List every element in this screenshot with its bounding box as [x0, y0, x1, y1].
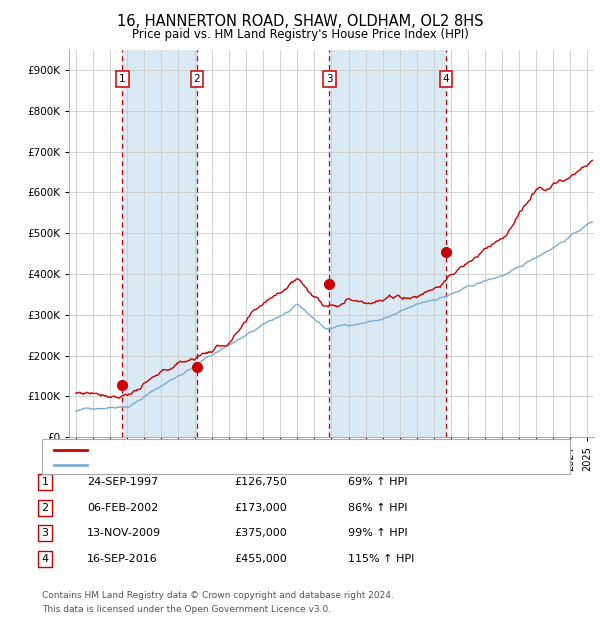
Text: 1: 1 [41, 477, 49, 487]
Text: 3: 3 [326, 74, 332, 84]
Text: 16-SEP-2016: 16-SEP-2016 [87, 554, 158, 564]
Text: 3: 3 [41, 528, 49, 538]
Text: 4: 4 [41, 554, 49, 564]
Text: 99% ↑ HPI: 99% ↑ HPI [348, 528, 407, 538]
Text: 24-SEP-1997: 24-SEP-1997 [87, 477, 158, 487]
Bar [329, 50, 446, 437]
Text: 1: 1 [119, 74, 125, 84]
Text: 115% ↑ HPI: 115% ↑ HPI [348, 554, 415, 564]
Text: 16, HANNERTON ROAD, SHAW, OLDHAM, OL2 8HS: 16, HANNERTON ROAD, SHAW, OLDHAM, OL2 8H… [117, 14, 483, 29]
Text: 69% ↑ HPI: 69% ↑ HPI [348, 477, 407, 487]
Text: This data is licensed under the Open Government Licence v3.0.: This data is licensed under the Open Gov… [42, 604, 331, 614]
Text: £126,750: £126,750 [234, 477, 287, 487]
Text: Contains HM Land Registry data © Crown copyright and database right 2024.: Contains HM Land Registry data © Crown c… [42, 590, 394, 600]
Text: Price paid vs. HM Land Registry's House Price Index (HPI): Price paid vs. HM Land Registry's House … [131, 28, 469, 41]
Text: £455,000: £455,000 [234, 554, 287, 564]
Text: 86% ↑ HPI: 86% ↑ HPI [348, 503, 407, 513]
Text: 13-NOV-2009: 13-NOV-2009 [87, 528, 161, 538]
Text: £375,000: £375,000 [234, 528, 287, 538]
Text: 16, HANNERTON ROAD, SHAW, OLDHAM, OL2 8HS (detached house): 16, HANNERTON ROAD, SHAW, OLDHAM, OL2 8H… [94, 445, 450, 454]
Text: 2: 2 [41, 503, 49, 513]
Text: 06-FEB-2002: 06-FEB-2002 [87, 503, 158, 513]
Text: HPI: Average price, detached house, Oldham: HPI: Average price, detached house, Oldh… [94, 460, 328, 470]
Text: £173,000: £173,000 [234, 503, 287, 513]
Text: 4: 4 [443, 74, 449, 84]
Text: 2: 2 [194, 74, 200, 84]
Bar [122, 50, 197, 437]
